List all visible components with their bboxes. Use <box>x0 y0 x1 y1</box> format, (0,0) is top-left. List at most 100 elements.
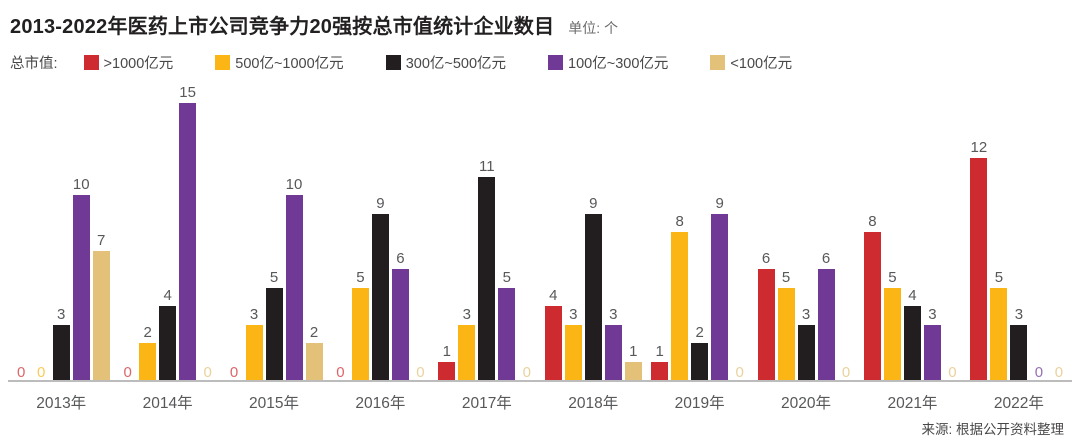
year-group-2015年: 0 3 5 10 2 <box>221 86 327 381</box>
legend-swatch <box>83 55 99 70</box>
bar-slot: 12 <box>970 139 988 380</box>
legend-items: >1000亿元 500亿~1000亿元 300亿~500亿元 100亿~300亿元 <1… <box>83 52 792 73</box>
legend-swatch <box>215 55 231 70</box>
bar-value-label: 12 <box>970 139 988 157</box>
legend-label: >1000亿元 <box>103 56 174 72</box>
bar-slot: 6 <box>817 250 835 380</box>
bar-value-label: 3 <box>1014 305 1024 323</box>
x-axis-label: 2017年 <box>461 395 512 412</box>
legend-label: 500亿~1000亿元 <box>235 56 344 72</box>
bar <box>863 232 881 380</box>
bar-slot: 6 <box>757 251 775 380</box>
bar-value-label: 4 <box>908 287 917 305</box>
bar-slot: 2 <box>305 325 323 380</box>
legend-label: 100亿~300亿元 <box>568 56 669 72</box>
bar <box>817 269 835 380</box>
bar <box>903 306 921 380</box>
bar-value-label: 3 <box>928 305 937 323</box>
bar <box>245 324 263 380</box>
bar-value-label: 5 <box>502 268 511 286</box>
bar-slot: 3 <box>1010 305 1028 380</box>
bar <box>92 250 110 380</box>
bar-slot: 0 <box>731 365 748 381</box>
bar-value-label: 2 <box>695 324 704 342</box>
bar-slot: 1 <box>651 342 669 380</box>
bar-slot: 3 <box>923 305 941 380</box>
bar-slot: 8 <box>671 213 689 380</box>
bar-value-label: 1 <box>655 342 664 360</box>
x-axis-label: 2015年 <box>249 395 299 412</box>
bar-value-label: 2 <box>143 324 152 342</box>
bar-value-label: 0 <box>203 364 212 382</box>
plot-area: 0 0 3 10 7 0 2 4 15 0 0 3 5 10 2 0 5 9 6 0 1 3 11 5 0 4 3 9 3 1 1 8 2 9 0 6… <box>8 83 1072 382</box>
bar <box>438 361 456 380</box>
bar <box>285 195 303 380</box>
legend-label: <100亿元 <box>730 56 793 72</box>
bar-slot: 2 <box>139 324 157 380</box>
source-note: 来源: 根据公开资料整理 <box>921 422 1064 437</box>
x-axis-label: 2022年 <box>993 395 1044 412</box>
bar <box>458 324 476 380</box>
bar <box>52 324 70 380</box>
year-group-2022年: 12 5 3 0 0 <box>966 86 1072 382</box>
unit-label: 单位: 个 <box>568 20 619 36</box>
bar-slot: 0 <box>1050 364 1067 382</box>
header: 2013-2022年医药上市公司竞争力20强按总市值统计企业数目 单位: 个 <box>8 10 1072 39</box>
bar-value-label: 3 <box>609 305 618 323</box>
bar-slot: 10 <box>285 177 303 380</box>
bar <box>498 287 516 380</box>
bar-slot: 5 <box>265 269 283 380</box>
x-axis-label: 2018年 <box>568 395 619 412</box>
year-group-2014年: 0 2 4 15 0 <box>114 83 220 382</box>
bar-value-label: 5 <box>888 268 897 286</box>
bar <box>371 213 389 380</box>
bar-slot: 9 <box>371 195 389 380</box>
legend: 总市值: >1000亿元 500亿~1000亿元 300亿~500亿元 100亿~30… <box>8 52 1072 73</box>
x-axis-label: 2014年 <box>142 395 193 412</box>
bar-value-label: 4 <box>163 287 172 305</box>
bar-value-label: 5 <box>994 268 1004 286</box>
year-group-2017年: 1 3 11 5 0 <box>434 86 540 381</box>
bar <box>671 232 689 380</box>
bar-slot: 15 <box>179 83 197 380</box>
legend-item-4: <100亿元 <box>710 52 792 73</box>
bar-slot: 10 <box>72 176 90 380</box>
bar-value-label: 6 <box>821 250 831 268</box>
bar-value-label: 3 <box>569 305 578 323</box>
bar <box>970 158 988 380</box>
bar-slot: 1 <box>438 343 456 380</box>
bar-slot: 5 <box>351 269 369 380</box>
bar-value-label: 0 <box>336 364 345 382</box>
bar-chart: 0 0 3 10 7 0 2 4 15 0 0 3 5 10 2 0 5 9 6 0 1 3 11 5 0 4 3 9 3 1 1 8 2 9 0 6… <box>8 83 1072 413</box>
bar-slot: 0 <box>119 365 136 381</box>
bar <box>624 361 642 380</box>
bar-slot: 4 <box>544 288 562 380</box>
bar-value-label: 15 <box>179 83 196 101</box>
bar-slot: 1 <box>624 343 642 380</box>
x-axis: 2013年 2014年 2015年 2016年 2017年 2018年 2019年 2020年… <box>8 391 1072 413</box>
bar <box>691 343 709 380</box>
bar-slot: 5 <box>498 268 516 380</box>
bar <box>883 287 901 380</box>
bar <box>1010 324 1028 380</box>
bar <box>72 195 90 380</box>
bar-value-label: 8 <box>675 213 684 231</box>
bar-slot: 0 <box>226 365 243 381</box>
bar-value-label: 10 <box>72 176 90 194</box>
bar-value-label: 0 <box>948 364 957 382</box>
bar-value-label: 3 <box>462 305 471 323</box>
bar <box>391 269 409 380</box>
bar-value-label: 5 <box>781 268 791 286</box>
bar <box>351 287 369 380</box>
legend-title: 总市值: <box>10 56 58 72</box>
bar-slot: 3 <box>52 306 70 380</box>
bar-value-label: 0 <box>1054 364 1064 382</box>
bar-value-label: 0 <box>841 364 851 382</box>
bar <box>265 287 283 380</box>
bar <box>923 324 941 380</box>
bar <box>711 213 729 380</box>
bar-value-label: 0 <box>416 364 425 382</box>
